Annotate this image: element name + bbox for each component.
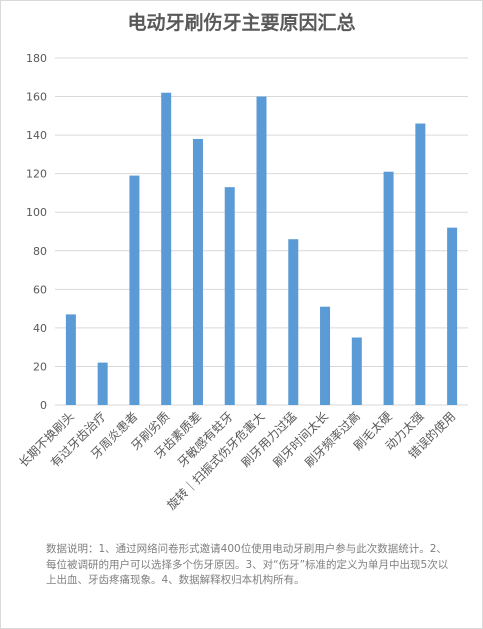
bar-chart: 020406080100120140160180长期不换刷头有过牙齿治疗牙周炎患… [16, 52, 468, 512]
bar [129, 175, 140, 405]
y-tick-label: 180 [26, 52, 47, 65]
y-tick-label: 40 [33, 322, 47, 335]
bar [224, 187, 235, 405]
y-tick-label: 160 [26, 91, 47, 104]
bar [447, 227, 458, 405]
y-tick-label: 60 [33, 283, 47, 296]
y-tick-label: 80 [33, 245, 47, 258]
bar [383, 171, 394, 405]
data-note: 数据说明：1、通过网络问卷形式邀请400位使用电动牙刷用户参与此次数据统计。2、… [46, 543, 449, 586]
y-tick-label: 20 [33, 360, 47, 373]
bar [256, 96, 267, 406]
bar [288, 239, 299, 405]
chart-title: 电动牙刷伤牙主要原因汇总 [127, 12, 356, 34]
bar [320, 306, 331, 405]
y-tick-label: 120 [26, 168, 47, 181]
bar [161, 92, 172, 405]
bar [65, 314, 76, 405]
bar [351, 337, 362, 405]
y-tick-label: 140 [26, 129, 47, 142]
y-tick-label: 0 [40, 399, 47, 412]
bar [415, 123, 426, 406]
bar [97, 362, 108, 405]
bar [192, 138, 203, 405]
y-tick-label: 100 [26, 206, 47, 219]
